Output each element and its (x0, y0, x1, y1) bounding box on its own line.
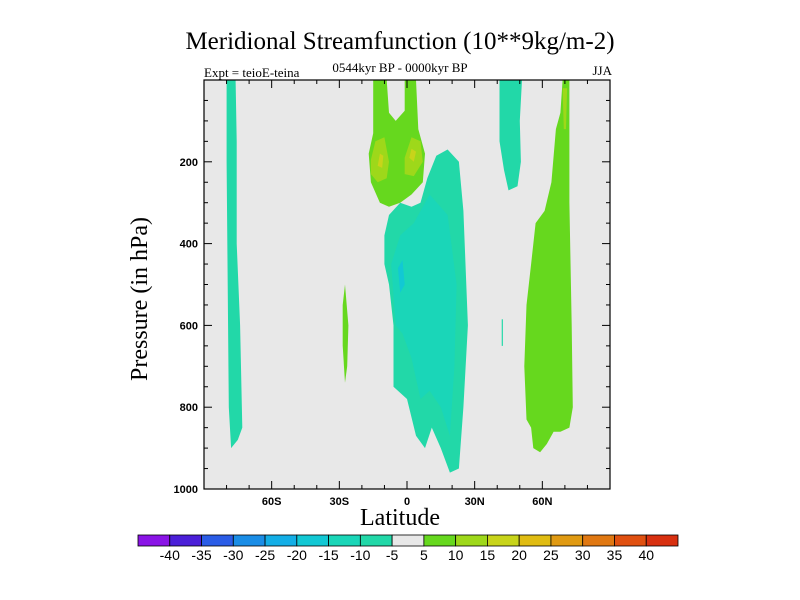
colorbar-box (614, 534, 647, 547)
colorbar-box (487, 534, 520, 547)
colorbar-label: -25 (255, 547, 275, 563)
contour-sh-subtropical-positive-sliver (342, 284, 349, 383)
x-axis-label: Latitude (360, 505, 440, 531)
colorbar-label: -30 (223, 547, 243, 563)
colorbar-label: 5 (420, 547, 428, 563)
colorbar-label: -10 (350, 547, 370, 563)
contour-tropical-lower-peak (398, 260, 405, 293)
x-tick-label: 0 (404, 496, 410, 508)
y-tick-label: 1000 (174, 484, 198, 496)
colorbar-label: -20 (287, 547, 307, 563)
y-tick-label: 800 (180, 402, 198, 414)
colorbar-box (296, 534, 329, 547)
colorbar-box (455, 534, 488, 547)
colorbar-box (169, 534, 202, 547)
colorbar-label: -40 (160, 547, 180, 563)
colorbar-label: 10 (448, 547, 464, 563)
contour-sh-high-lat-negative-column (226, 80, 243, 449)
colorbar-box (518, 534, 552, 547)
x-tick-label: 60N (532, 496, 552, 508)
contour-tropical-lower-core (391, 194, 457, 436)
colorbar-box (582, 534, 615, 547)
colorbar-box (391, 534, 425, 547)
colorbar-label: -5 (386, 547, 399, 563)
colorbar-label: -35 (191, 547, 211, 563)
colorbar-box (423, 534, 457, 547)
y-tick-label: 600 (180, 320, 198, 332)
colorbar-label: 40 (638, 547, 654, 563)
contour-nh-midlat-negative-column (499, 80, 522, 191)
colorbar-box (550, 534, 584, 547)
x-tick-label: 30S (330, 496, 350, 508)
colorbar-label: 35 (607, 547, 623, 563)
experiment-label: Expt = teioE-teina (204, 65, 300, 80)
x-tick-label: 60S (262, 496, 282, 508)
colorbar-label: 20 (511, 547, 527, 563)
colorbar-box (359, 534, 393, 547)
colorbar-box (328, 534, 361, 547)
chart-title: Meridional Streamfunction (10**9kg/m-2) (185, 28, 615, 55)
colorbar-box (232, 534, 266, 547)
contour-nh-high-lat-positive-column (524, 80, 573, 453)
chart-subtitle: 0544kyr BP - 0000kyr BP (332, 60, 468, 75)
y-tick-label: 200 (180, 157, 198, 169)
colorbar-label: -15 (318, 547, 338, 563)
colorbar-box (201, 534, 234, 547)
contour-nh-high-lat-positive-core (562, 88, 568, 130)
season-label: JJA (592, 63, 612, 78)
colorbar-box (264, 534, 298, 547)
contour-nh-midlat-negative-sliver (501, 319, 503, 346)
colorbar-box (645, 534, 679, 547)
colorbar-label: 25 (543, 547, 559, 563)
contour-tropical-upper-peak-b (409, 148, 416, 162)
y-tick-label: 400 (180, 239, 198, 251)
x-tick-label: 30N (465, 496, 485, 508)
colorbar-label: 30 (575, 547, 591, 563)
colorbar-box (137, 534, 171, 547)
colorbar-label: 15 (480, 547, 496, 563)
contour-tropical-upper-peak-a (377, 153, 384, 168)
